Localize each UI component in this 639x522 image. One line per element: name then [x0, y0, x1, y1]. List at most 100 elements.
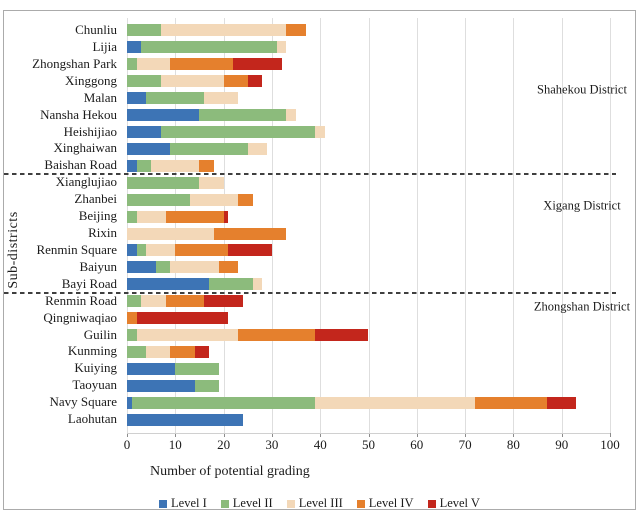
bar-segment-level-ii: [127, 58, 137, 71]
y-category-label: Lijia: [92, 38, 117, 54]
bar-segment-level-ii: [199, 109, 287, 122]
x-axis-tick: [368, 433, 370, 437]
x-axis-tick: [271, 433, 273, 437]
bar-row: [127, 75, 263, 88]
x-tick-label: 100: [600, 437, 620, 452]
bar-segment-level-iii: [252, 278, 263, 291]
y-category-label: Laohutan: [67, 411, 117, 427]
bar-segment-level-ii: [127, 295, 142, 308]
gridline: [465, 18, 467, 433]
y-category-label: Taoyuan: [72, 377, 117, 393]
bar-segment-level-i: [127, 41, 142, 54]
bar-segment-level-i: [127, 125, 161, 138]
x-tick-label: 30: [265, 437, 279, 452]
x-axis-tick: [175, 433, 177, 437]
bar-segment-level-v: [547, 396, 577, 409]
gridline: [368, 18, 370, 433]
bar-segment-level-v: [204, 295, 243, 308]
x-axis-line: [127, 433, 610, 434]
bar-row: [127, 362, 219, 375]
district-label: Shahekou District: [537, 82, 627, 97]
y-category-label: Renmin Square: [36, 241, 117, 257]
y-category-label: Xinggong: [65, 72, 117, 88]
bar-row: [127, 109, 297, 122]
bar-segment-level-iv: [165, 295, 205, 308]
legend-label: Level II: [232, 496, 273, 510]
legend-item: Level II: [220, 496, 273, 511]
legend-item: Level III: [286, 496, 343, 511]
bar-segment-level-iv: [238, 329, 316, 342]
bar-segment-level-iii: [141, 295, 166, 308]
bar-row: [127, 159, 214, 172]
bar-row: [127, 244, 272, 257]
bar-segment-level-iii: [276, 41, 287, 54]
legend-swatch: [356, 499, 365, 508]
bar-segment-level-ii: [209, 278, 253, 291]
bar-segment-level-iv: [223, 75, 248, 88]
legend: Level I Level II Level III Level IV Level V: [0, 496, 639, 511]
bar-segment-level-ii: [127, 24, 161, 37]
bar-segment-level-v: [228, 244, 272, 257]
bar-row: [127, 329, 369, 342]
x-tick-label: 20: [217, 437, 231, 452]
bar-segment-level-ii: [146, 92, 205, 105]
bar-row: [127, 379, 219, 392]
bar-segment-level-i: [127, 278, 210, 291]
bar-row: [127, 278, 263, 291]
x-tick-label: 90: [555, 437, 569, 452]
gridline: [175, 18, 177, 433]
legend-label: Level V: [439, 496, 480, 510]
y-category-label: Zhongshan Park: [32, 55, 117, 71]
bar-segment-level-v: [223, 210, 229, 223]
bar-segment-level-iii: [315, 125, 325, 138]
bar-segment-level-ii: [155, 261, 171, 274]
gridline: [271, 18, 273, 433]
bar-segment-level-ii: [127, 345, 147, 358]
bar-row: [127, 24, 306, 37]
bar-row: [127, 227, 287, 240]
x-axis-tick: [561, 433, 563, 437]
bar-segment-level-iv: [170, 345, 195, 358]
legend-swatch: [220, 499, 229, 508]
gridline: [416, 18, 418, 433]
bar-segment-level-v: [136, 312, 229, 325]
legend-item: Level IV: [356, 496, 414, 511]
bar-segment-level-iii: [170, 261, 219, 274]
x-axis-tick: [610, 433, 611, 437]
bar-row: [127, 142, 268, 155]
district-separator: [4, 173, 616, 176]
bar-row: [127, 345, 210, 358]
bar-row: [127, 396, 577, 409]
bar-segment-level-iii: [127, 227, 214, 240]
bar-segment-level-iii: [136, 58, 171, 71]
bar-segment-level-i: [127, 142, 171, 155]
bar-segment-level-i: [127, 362, 176, 375]
bar-segment-level-iv: [218, 261, 239, 274]
bar-segment-level-ii: [141, 41, 277, 54]
legend-label: Level I: [171, 496, 207, 510]
x-axis-tick: [465, 433, 467, 437]
bar-segment-level-i: [127, 109, 200, 122]
bar-row: [127, 176, 224, 189]
bar-row: [127, 312, 229, 325]
bar-segment-level-i: [127, 159, 137, 172]
x-tick-label: 70: [458, 437, 472, 452]
bar-segment-level-iii: [136, 329, 239, 342]
bar-segment-level-iv: [238, 193, 253, 206]
bar-segment-level-ii: [136, 244, 147, 257]
y-category-label: Nansha Hekou: [40, 106, 117, 122]
bar-segment-level-iii: [160, 75, 224, 88]
gridline: [561, 18, 563, 433]
bar-row: [127, 261, 239, 274]
legend-label: Level III: [298, 496, 343, 510]
y-category-label: Kuiying: [74, 360, 117, 376]
y-category-label: Renmin Road: [45, 292, 117, 308]
y-category-label: Malan: [83, 89, 117, 105]
gridline: [320, 18, 322, 433]
district-separator: [4, 291, 616, 294]
bar-segment-level-iv: [213, 227, 287, 240]
bar-segment-level-iii: [136, 210, 166, 223]
bar-segment-level-ii: [127, 329, 137, 342]
bar-segment-level-i: [127, 413, 243, 426]
